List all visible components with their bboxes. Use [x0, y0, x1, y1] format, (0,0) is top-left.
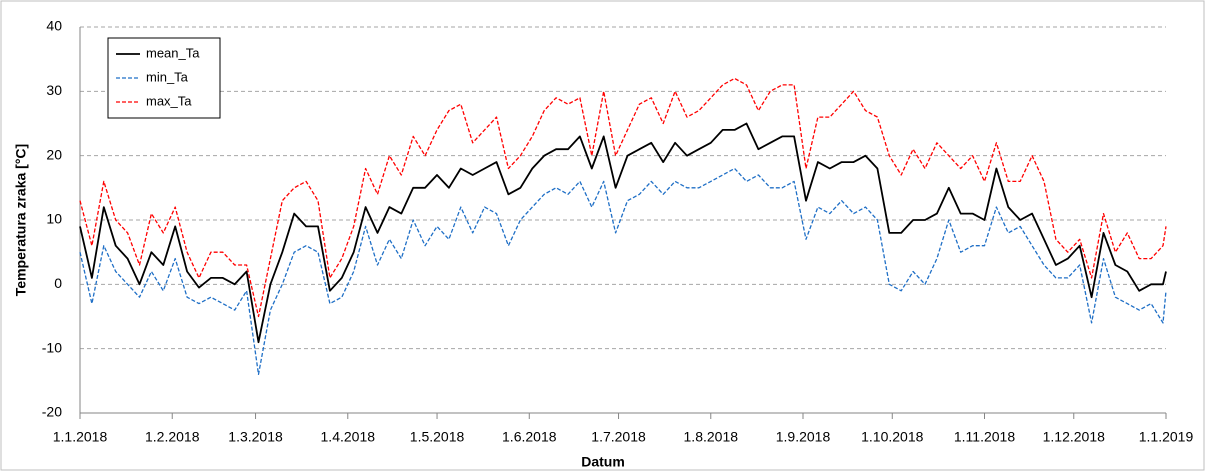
legend-label: min_Ta	[146, 69, 189, 84]
y-tick-label: 0	[54, 275, 62, 291]
x-tick-label: 1.12.2018	[1043, 429, 1105, 445]
x-tick-label: 1.7.2018	[591, 429, 646, 445]
series-line	[79, 77, 1167, 318]
series-line	[79, 122, 1167, 344]
x-tick-label: 1.8.2018	[684, 429, 739, 445]
x-tick-label: 1.10.2018	[861, 429, 923, 445]
x-tick-label: 1.11.2018	[954, 429, 1015, 445]
legend-label: max_Ta	[146, 93, 192, 108]
x-tick-label: 1.6.2018	[502, 429, 557, 445]
y-tick-label: 30	[46, 82, 62, 98]
legend-box	[107, 37, 221, 119]
x-tick-label: 1.9.2018	[776, 429, 831, 445]
legend-label: mean_Ta	[146, 45, 200, 60]
y-tick-label: 10	[46, 211, 62, 227]
y-tick-label: -20	[42, 404, 62, 420]
x-tick-label: 1.4.2018	[321, 429, 376, 445]
y-tick-label: 20	[46, 146, 62, 162]
y-axis-label: Temperatura zraka [°C]	[13, 144, 29, 296]
x-tick-label: 1.3.2018	[228, 429, 283, 445]
x-tick-label: 1.2.2018	[145, 429, 200, 445]
x-tick-label: 1.5.2018	[410, 429, 465, 445]
x-axis-label: Datum	[581, 454, 625, 470]
y-tick-label: -10	[42, 339, 62, 355]
x-tick-label: 1.1.2018	[53, 429, 108, 445]
x-tick-label: 1.1.2019	[1139, 429, 1194, 445]
y-tick-label: 40	[46, 18, 62, 34]
